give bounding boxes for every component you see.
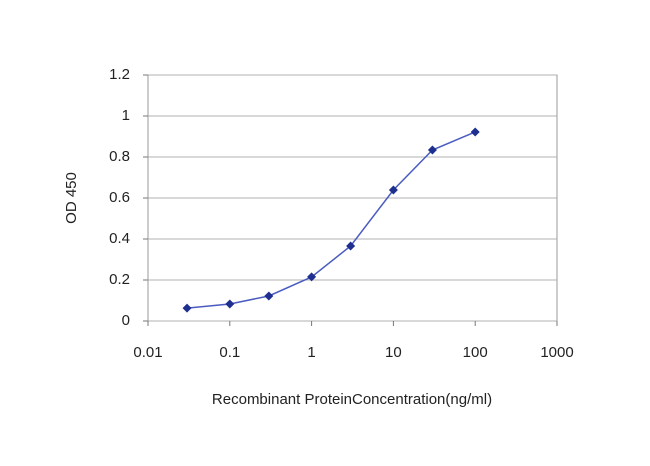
y-tick-label: 0.4 [109,230,130,247]
data-point [427,145,437,155]
data-point [182,303,192,313]
y-tick-label: 0.2 [109,271,130,288]
y-tick-label: 0.8 [109,148,130,165]
y-tick-label: 0.6 [109,189,130,206]
data-point [225,299,235,309]
y-tick-label: 0 [122,312,130,329]
data-point [346,241,356,251]
y-axis-label: OD 450 [63,172,80,224]
data-line [186,131,476,309]
data-point [388,185,398,195]
y-tick-label: 1 [122,107,130,124]
data-point [470,127,480,137]
data-point [307,272,317,282]
x-tick-label: 1000 [540,344,573,361]
x-tick-label: 100 [463,344,488,361]
x-axis-label: Recombinant ProteinConcentration(ng/ml) [212,391,492,408]
data-point [264,291,274,301]
y-tick-label: 1.2 [109,66,130,83]
x-tick-label: 1 [307,344,315,361]
x-tick-label: 0.01 [133,344,162,361]
x-tick-label: 10 [385,344,402,361]
x-tick-label: 0.1 [219,344,240,361]
